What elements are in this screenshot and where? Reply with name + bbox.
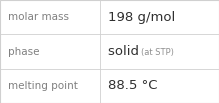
Text: (at STP): (at STP) [141, 47, 173, 57]
Text: melting point: melting point [8, 81, 78, 91]
Text: 198 g/mol: 198 g/mol [108, 11, 175, 24]
Text: solid: solid [108, 45, 147, 58]
Text: phase: phase [8, 46, 39, 57]
Text: 88.5 °C: 88.5 °C [108, 79, 157, 92]
Text: molar mass: molar mass [8, 12, 69, 22]
